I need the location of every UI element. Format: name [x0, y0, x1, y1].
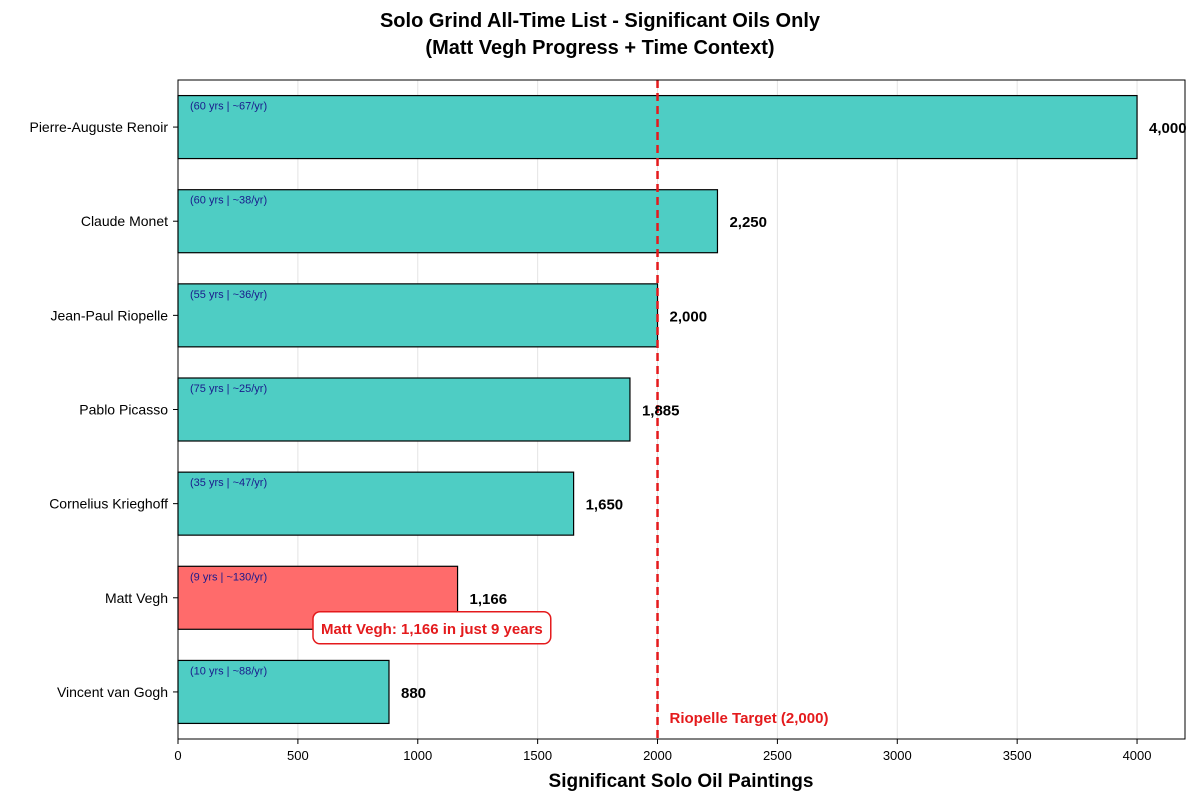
- category-label: Cornelius Krieghoff: [49, 496, 168, 512]
- chart-title: Solo Grind All-Time List - Significant O…: [0, 8, 1200, 62]
- bar: [177, 377, 631, 442]
- bar-note: (10 yrs | ~88/yr): [190, 665, 267, 677]
- plot-frame: [177, 79, 1186, 740]
- category-label: Matt Vegh: [105, 590, 168, 606]
- category-label: Pierre-Auguste Renoir: [29, 119, 168, 135]
- reference-line-label: Riopelle Target (2,000): [670, 710, 829, 727]
- category-label: Vincent van Gogh: [57, 684, 168, 700]
- x-tick-label: 2000: [643, 748, 672, 763]
- bar: [177, 659, 390, 725]
- x-tick-label: 1000: [403, 748, 432, 763]
- value-label: 880: [401, 685, 426, 702]
- value-label: 1,650: [586, 497, 624, 514]
- chart-title-line1: Solo Grind All-Time List - Significant O…: [379, 10, 821, 32]
- value-label: 4,000: [1149, 120, 1187, 137]
- labels: 0 500 1000 1500 2000 2500 3000 3500 4000 Pierre-A…: [29, 101, 1186, 763]
- value-label: 1,885: [642, 403, 680, 420]
- bar-note: (9 yrs | ~130/yr): [190, 571, 267, 583]
- x-tick-label: 0: [174, 748, 181, 763]
- bar-note: (60 yrs | ~67/yr): [190, 101, 267, 113]
- bar-note: (35 yrs | ~47/yr): [190, 477, 267, 489]
- annotation-callout: Matt Vegh: 1,166 in just 9 years: [312, 611, 552, 645]
- x-axis-title: Significant Solo Oil Paintings: [549, 771, 814, 792]
- category-label: Pablo Picasso: [79, 402, 168, 418]
- x-tick-label: 4000: [1123, 748, 1152, 763]
- chart-subtitle: (Matt Vegh Progress + Time Context): [425, 37, 775, 59]
- value-label: 2,250: [729, 214, 767, 231]
- bar: [177, 189, 719, 254]
- bar-note: (55 yrs | ~36/yr): [190, 289, 267, 301]
- bar-note: (75 yrs | ~25/yr): [190, 383, 267, 395]
- reference-line-group: Riopelle Target (2,000): [656, 80, 829, 739]
- value-label: 1,166: [470, 591, 508, 608]
- x-tick-label: 2500: [763, 748, 792, 763]
- x-tick-label: 1500: [523, 748, 552, 763]
- annotation-text: Matt Vegh: 1,166 in just 9 years: [321, 621, 543, 638]
- bar-note: (60 yrs | ~38/yr): [190, 195, 267, 207]
- bar: [177, 471, 575, 536]
- category-label: Claude Monet: [81, 213, 168, 229]
- category-label: Jean-Paul Riopelle: [50, 307, 168, 323]
- x-tick-label: 3500: [1003, 748, 1032, 763]
- x-tick-label: 500: [287, 748, 309, 763]
- value-label: 2,000: [670, 308, 708, 325]
- x-tick-label: 3000: [883, 748, 912, 763]
- annotation-box: [312, 611, 552, 645]
